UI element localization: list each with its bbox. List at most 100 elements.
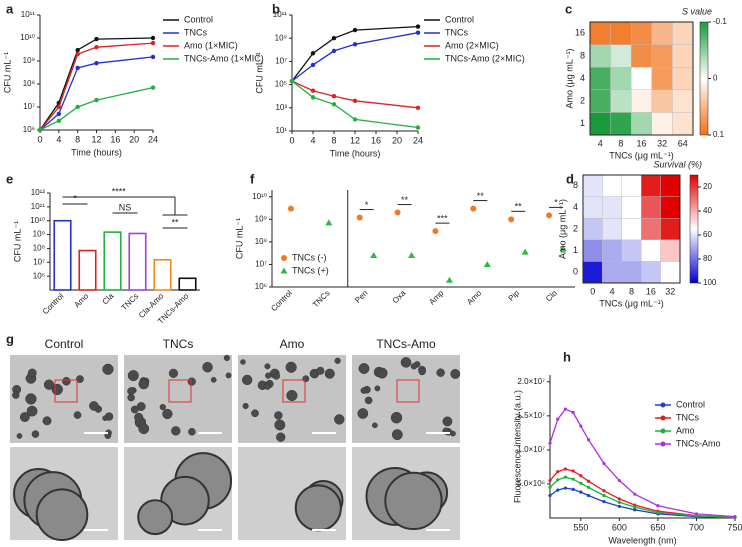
legend-marker — [660, 428, 666, 434]
plot-frame — [589, 21, 694, 136]
cell — [76, 375, 84, 383]
y-tick-label: 5.0×10⁶ — [517, 479, 545, 488]
cell — [42, 416, 52, 426]
y-tick-label: 10¹¹ — [31, 202, 46, 211]
heatmap-cell — [631, 89, 653, 113]
cell — [242, 402, 249, 410]
y-tick-label: 8 — [580, 50, 585, 60]
x-tick-label: Amp — [427, 288, 445, 306]
heatmap-cell — [589, 112, 611, 136]
heatmap-cell — [641, 174, 661, 197]
cell — [102, 415, 108, 422]
heatmap-cell — [621, 217, 642, 240]
y-tick-label: 1.5×10⁷ — [517, 411, 545, 420]
annotation: ** — [477, 191, 485, 201]
data-point — [556, 470, 560, 474]
heatmap-cell — [672, 112, 694, 136]
colorbar-label: 0 — [713, 74, 718, 83]
legend-marker — [280, 267, 288, 274]
heatmap-cell — [672, 44, 694, 68]
axis-line — [39, 15, 153, 131]
annotation: **** — [112, 186, 127, 196]
data-point — [579, 490, 583, 494]
data-point — [571, 469, 575, 473]
x-tick-label: Oxa — [391, 288, 408, 305]
data-point — [415, 125, 421, 130]
legend-label: Amo (1×MIC) — [184, 40, 238, 50]
data-point — [75, 47, 80, 53]
y-axis-label: Fluorescence intensity (a.u.) — [512, 390, 522, 503]
x-tick-label: 550 — [573, 522, 588, 532]
y-axis-label: CFU mL⁻¹ — [2, 52, 12, 93]
data-point — [586, 438, 591, 442]
colorbar-label: 100 — [703, 278, 717, 287]
colorbar-title: S value — [682, 6, 712, 16]
cell — [436, 368, 445, 377]
image-label: TNCs — [163, 337, 194, 351]
heatmap-cell — [672, 89, 694, 113]
data-point — [563, 486, 568, 490]
data-point — [37, 127, 43, 133]
x-tick-label: TNCs — [120, 292, 141, 313]
y-tick-label: 10¹¹ — [21, 10, 36, 19]
axis-line — [49, 193, 200, 291]
data-point — [408, 251, 416, 258]
legend-label: TNCs — [445, 27, 468, 37]
cell — [127, 387, 136, 396]
cell — [16, 433, 23, 439]
cell — [127, 393, 135, 402]
data-point — [602, 500, 606, 504]
axis-line — [549, 375, 735, 519]
cell — [334, 357, 341, 364]
series-line — [549, 468, 736, 518]
colorbar-label: 80 — [703, 254, 712, 263]
annotation: * — [365, 200, 369, 210]
data-point — [559, 245, 567, 252]
cell — [276, 432, 286, 442]
x-tick-label: Pip — [507, 288, 522, 303]
x-axis-label: TNCs (μg mL⁻¹) — [609, 150, 673, 160]
y-tick-label: 10⁵ — [275, 80, 287, 89]
data-point — [633, 505, 637, 509]
data-point — [287, 205, 294, 212]
x-tick-label: 8 — [331, 135, 336, 145]
legend-label: TNCs-Amo (1×MIC) — [184, 53, 264, 63]
colorbar-label: 0.1 — [713, 130, 725, 139]
x-tick-label: 0 — [37, 134, 42, 144]
y-axis-label: Amo (μg mL⁻¹) — [564, 49, 574, 109]
data-point — [331, 36, 337, 41]
panel-letter: h — [563, 349, 571, 364]
bar — [103, 231, 122, 291]
x-tick-label: 0 — [289, 135, 294, 145]
data-point — [94, 61, 99, 66]
x-axis-label: Time (hours) — [71, 147, 122, 157]
y-axis-label: CFU mL⁻¹ — [12, 221, 22, 262]
x-tick-label: Amo — [72, 291, 90, 309]
cell — [264, 363, 271, 370]
x-tick-label: 12 — [91, 134, 101, 144]
heatmap-cell — [621, 196, 642, 219]
x-tick-label: 16 — [110, 134, 120, 144]
heatmap-cell — [602, 196, 623, 219]
data-point — [75, 51, 80, 57]
cell — [187, 377, 196, 386]
data-point — [548, 441, 552, 445]
legend-label: Amo — [676, 425, 695, 435]
y-axis-label: Amo (μg mL⁻¹) — [557, 199, 567, 259]
data-point — [617, 500, 621, 504]
annotation: ** — [515, 202, 523, 212]
heatmap-cell — [610, 21, 632, 45]
cell — [35, 488, 89, 541]
x-tick-label: 650 — [650, 522, 665, 532]
bar — [78, 249, 97, 291]
data-point — [94, 97, 99, 103]
cell — [410, 363, 418, 370]
zoom-box — [168, 379, 192, 403]
data-point — [563, 407, 568, 411]
zoom-box — [282, 379, 306, 403]
heatmap-cell — [610, 44, 632, 68]
heatmap-cell — [631, 44, 653, 68]
x-tick-label: 4 — [56, 134, 61, 144]
cell — [162, 408, 173, 420]
